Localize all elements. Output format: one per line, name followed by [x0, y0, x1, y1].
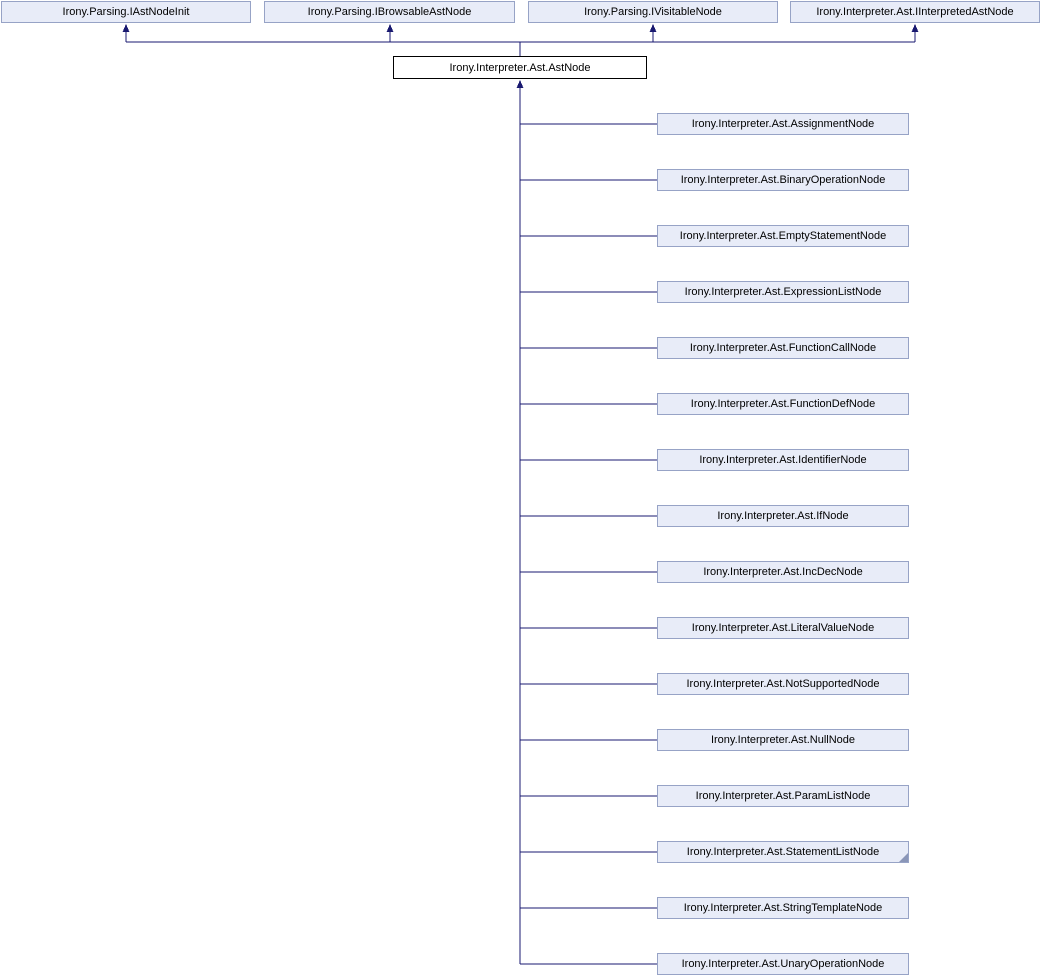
derived-class-node[interactable]: Irony.Interpreter.Ast.NullNode	[657, 729, 909, 751]
derived-class-label: Irony.Interpreter.Ast.BinaryOperationNod…	[680, 174, 886, 186]
interface-label: Irony.Parsing.IVisitableNode	[584, 6, 722, 18]
derived-class-label: Irony.Interpreter.Ast.StringTemplateNode	[683, 902, 883, 914]
derived-class-node[interactable]: Irony.Interpreter.Ast.IdentifierNode	[657, 449, 909, 471]
derived-class-node[interactable]: Irony.Interpreter.Ast.NotSupportedNode	[657, 673, 909, 695]
derived-class-node[interactable]: Irony.Interpreter.Ast.StringTemplateNode	[657, 897, 909, 919]
derived-class-label: Irony.Interpreter.Ast.AssignmentNode	[691, 118, 875, 130]
more-subclasses-marker	[899, 853, 908, 862]
derived-class-node[interactable]: Irony.Interpreter.Ast.IncDecNode	[657, 561, 909, 583]
derived-class-node[interactable]: Irony.Interpreter.Ast.LiteralValueNode	[657, 617, 909, 639]
interface-label: Irony.Interpreter.Ast.IInterpretedAstNod…	[816, 6, 1014, 18]
derived-class-label: Irony.Interpreter.Ast.StatementListNode	[686, 846, 880, 858]
interface-node[interactable]: Irony.Parsing.IBrowsableAstNode	[264, 1, 515, 23]
main-class-node[interactable]: Irony.Interpreter.Ast.AstNode	[393, 56, 647, 79]
derived-class-label: Irony.Interpreter.Ast.LiteralValueNode	[691, 622, 875, 634]
derived-class-node[interactable]: Irony.Interpreter.Ast.StatementListNode	[657, 841, 909, 863]
interface-label: Irony.Parsing.IAstNodeInit	[62, 6, 190, 18]
derived-class-label: Irony.Interpreter.Ast.UnaryOperationNode	[681, 958, 885, 970]
derived-class-node[interactable]: Irony.Interpreter.Ast.ParamListNode	[657, 785, 909, 807]
interface-label: Irony.Parsing.IBrowsableAstNode	[307, 6, 472, 18]
main-class-label: Irony.Interpreter.Ast.AstNode	[449, 61, 591, 74]
derived-class-node[interactable]: Irony.Interpreter.Ast.AssignmentNode	[657, 113, 909, 135]
derived-class-label: Irony.Interpreter.Ast.IfNode	[717, 510, 849, 522]
derived-class-node[interactable]: Irony.Interpreter.Ast.EmptyStatementNode	[657, 225, 909, 247]
derived-class-node[interactable]: Irony.Interpreter.Ast.IfNode	[657, 505, 909, 527]
derived-class-label: Irony.Interpreter.Ast.ParamListNode	[695, 790, 871, 802]
derived-class-node[interactable]: Irony.Interpreter.Ast.BinaryOperationNod…	[657, 169, 909, 191]
derived-class-label: Irony.Interpreter.Ast.NullNode	[710, 734, 856, 746]
derived-class-node[interactable]: Irony.Interpreter.Ast.UnaryOperationNode	[657, 953, 909, 975]
derived-class-label: Irony.Interpreter.Ast.IncDecNode	[703, 566, 863, 578]
derived-class-label: Irony.Interpreter.Ast.ExpressionListNode	[684, 286, 882, 298]
derived-class-label: Irony.Interpreter.Ast.NotSupportedNode	[686, 678, 880, 690]
derived-class-node[interactable]: Irony.Interpreter.Ast.ExpressionListNode	[657, 281, 909, 303]
derived-class-label: Irony.Interpreter.Ast.FunctionDefNode	[690, 398, 876, 410]
interface-node[interactable]: Irony.Parsing.IVisitableNode	[528, 1, 778, 23]
interface-node[interactable]: Irony.Interpreter.Ast.IInterpretedAstNod…	[790, 1, 1040, 23]
interface-node[interactable]: Irony.Parsing.IAstNodeInit	[1, 1, 251, 23]
derived-class-node[interactable]: Irony.Interpreter.Ast.FunctionDefNode	[657, 393, 909, 415]
derived-class-label: Irony.Interpreter.Ast.EmptyStatementNode	[679, 230, 887, 242]
derived-class-label: Irony.Interpreter.Ast.FunctionCallNode	[689, 342, 877, 354]
derived-class-node[interactable]: Irony.Interpreter.Ast.FunctionCallNode	[657, 337, 909, 359]
derived-class-label: Irony.Interpreter.Ast.IdentifierNode	[699, 454, 867, 466]
